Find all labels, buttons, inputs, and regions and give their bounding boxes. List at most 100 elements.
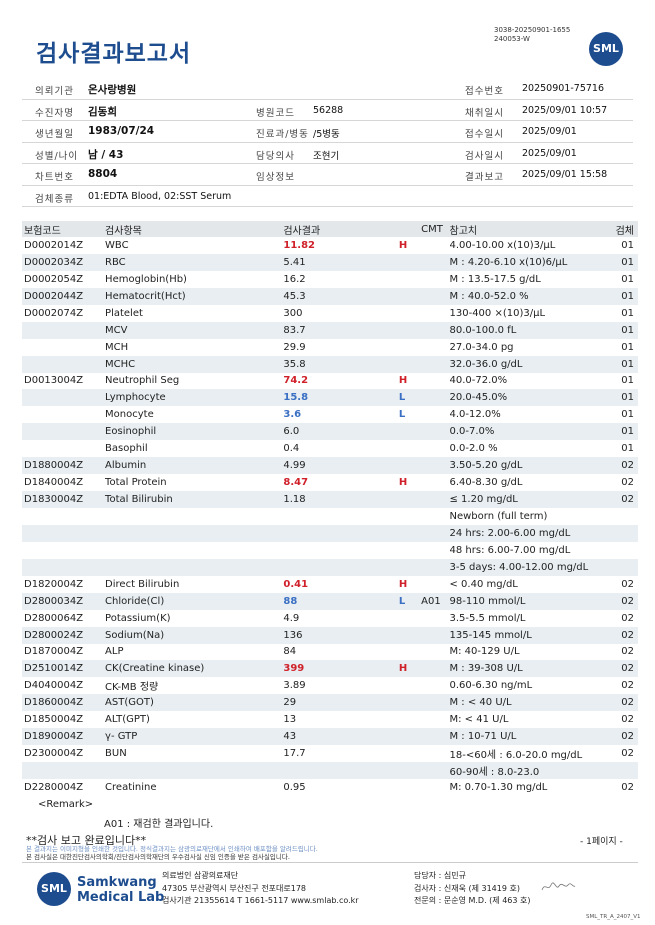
table-row: D1860004Z AST(GOT) 29 M : < 40 U/L 02 bbox=[22, 694, 638, 712]
cell-result: 0.95 bbox=[283, 781, 306, 793]
cell-code: D2800064Z bbox=[24, 612, 84, 624]
receipt-no-value: 20250901-75716 bbox=[522, 83, 605, 94]
cell-result: 84 bbox=[283, 646, 297, 658]
table-row: MCH 29.9 27.0-34.0 pg 01 bbox=[22, 339, 638, 356]
cell-cmt bbox=[419, 491, 448, 508]
cell-ref: M : 39-308 U/L bbox=[447, 660, 604, 678]
cell-cmt bbox=[419, 373, 447, 390]
cell-spec: 01 bbox=[621, 409, 634, 421]
footer-staff-manager: 담당자 : 심민규 bbox=[414, 871, 466, 880]
dept-label: 진료과/병동 bbox=[256, 129, 309, 140]
patient-value: 김동희 bbox=[88, 105, 117, 118]
cell-item bbox=[103, 508, 281, 525]
table-row: Basophil 0.4 0.0-2.0 % 01 bbox=[22, 440, 638, 457]
cell-code: D0002044Z bbox=[22, 287, 104, 305]
cell-spec bbox=[603, 762, 638, 779]
cell-result: 17.7 bbox=[283, 748, 306, 760]
document-id-line1: 3038-20250901-1655 bbox=[494, 26, 571, 34]
footer-staff-tester: 검사자 : 신재욱 (제 31419 호) bbox=[414, 883, 520, 893]
cell-item: MCV bbox=[103, 321, 282, 339]
cell-code: D1820004Z bbox=[24, 578, 84, 590]
cell-item: Direct Bilirubin bbox=[105, 578, 180, 590]
cell-item bbox=[103, 762, 282, 779]
cell-code: D1830004Z bbox=[22, 491, 104, 508]
table-row: 60-90세 : 8.0-23.0 bbox=[22, 762, 638, 779]
cell-item: ALP bbox=[105, 646, 124, 658]
cell-ref: 130-400 ×(10)3/μL bbox=[449, 307, 546, 319]
cell-spec: 02 bbox=[603, 592, 638, 610]
cell-result: 8.47 bbox=[283, 477, 309, 489]
cell-spec: 01 bbox=[603, 423, 638, 441]
remark-text: A01 : 재검한 결과입니다. bbox=[104, 819, 214, 830]
table-row: Newborn (full term) bbox=[22, 508, 638, 525]
footer-divider bbox=[22, 862, 638, 863]
cell-flag bbox=[397, 644, 419, 661]
footer-org-contact: 검사기관 21355614 T 1661-5117 www.smlab.co.k… bbox=[162, 896, 359, 905]
cell-item: AST(GOT) bbox=[103, 694, 282, 712]
receipt-date-label: 접수일시 bbox=[465, 129, 504, 140]
cell-ref: 4.00-10.00 x(10)3/μL bbox=[449, 239, 556, 251]
cell-cmt bbox=[419, 660, 448, 678]
cell-cmt bbox=[419, 237, 447, 254]
cell-code: D2280004Z bbox=[24, 781, 84, 793]
hosp-code-label: 병원코드 bbox=[256, 107, 295, 119]
cell-code: D1850004Z bbox=[24, 714, 84, 726]
cell-spec: 02 bbox=[621, 781, 634, 793]
cell-cmt: A01 bbox=[419, 592, 448, 610]
cell-spec: 01 bbox=[621, 443, 634, 455]
cell-code bbox=[22, 339, 103, 356]
cell-item bbox=[103, 542, 281, 559]
table-row: D2800024Z Sodium(Na) 136 135-145 mmol/L 02 bbox=[22, 626, 638, 644]
cell-spec: 01 bbox=[621, 375, 634, 387]
cell-flag: L bbox=[396, 389, 420, 407]
cell-code: D2510014Z bbox=[22, 660, 104, 678]
test-date-value: 2025/09/01 bbox=[522, 147, 577, 159]
cell-ref: 60-90세 : 8.0-23.0 bbox=[447, 762, 604, 779]
cell-result: 136 bbox=[281, 626, 397, 644]
table-row: D0013004Z Neutrophil Seg 74.2 H 40.0-72.0% 01 bbox=[22, 373, 638, 390]
cell-cmt bbox=[419, 694, 448, 712]
cell-cmt bbox=[419, 474, 447, 491]
hospital-label: 의뢰기관 bbox=[35, 86, 74, 97]
footer-org-address: 47305 부산광역시 부산진구 전포대로178 bbox=[162, 883, 307, 893]
signature-icon bbox=[541, 882, 576, 891]
cell-spec: 01 bbox=[603, 253, 638, 271]
specimen-value: 01:EDTA Blood, 02:SST Serum bbox=[88, 190, 232, 202]
cell-cmt bbox=[419, 524, 448, 542]
report-title: 검사결과보고서 bbox=[36, 41, 192, 67]
dob-label: 생년월일 bbox=[35, 129, 74, 140]
cell-item: Total Protein bbox=[105, 477, 167, 489]
cell-code: D0002054Z bbox=[24, 273, 84, 285]
table-row: Lymphocyte 15.8 L 20.0-45.0% 01 bbox=[22, 389, 638, 407]
hospital-value: 온사랑병원 bbox=[88, 84, 137, 96]
cell-flag: H bbox=[398, 477, 408, 489]
cell-cmt bbox=[419, 271, 447, 288]
cell-flag bbox=[397, 779, 419, 796]
collect-value: 2025/09/01 10:57 bbox=[522, 104, 608, 116]
cell-result: 3.6 bbox=[283, 409, 302, 421]
cell-flag bbox=[397, 440, 419, 457]
cell-result bbox=[281, 558, 397, 576]
cell-flag: L bbox=[398, 409, 406, 421]
cell-result: 88 bbox=[281, 592, 397, 610]
cell-item: Hemoglobin(Hb) bbox=[105, 273, 187, 285]
cell-cmt bbox=[419, 677, 447, 694]
cell-ref: 27.0-34.0 pg bbox=[449, 341, 514, 353]
sex-age-value: 남 / 43 bbox=[88, 148, 124, 161]
cell-cmt bbox=[419, 508, 447, 525]
table-row: D1890004Z γ- GTP 43 M : 10-71 U/L 02 bbox=[22, 728, 638, 746]
cell-flag bbox=[396, 491, 420, 508]
cell-ref: 48 hrs: 6.00-7.00 mg/dL bbox=[449, 544, 571, 556]
cell-result: 83.7 bbox=[281, 321, 397, 339]
cell-spec bbox=[603, 524, 638, 542]
chart-value: 8804 bbox=[88, 168, 118, 180]
cell-item: Total Bilirubin bbox=[103, 491, 282, 508]
cell-flag bbox=[396, 321, 420, 339]
cell-cmt bbox=[419, 440, 447, 457]
info-row: 성별/나이 남 / 43 담당의사 조현기 검사일시 2025/09/01 bbox=[22, 143, 633, 164]
cell-ref: 3.5-5.5 mmol/L bbox=[449, 612, 526, 624]
table-row: D0002044Z Hematocrit(Hct) 45.3 M : 40.0-52.… bbox=[22, 287, 638, 305]
cell-item: ALT(GPT) bbox=[105, 714, 150, 726]
table-row: D1830004Z Total Bilirubin 1.18 ≤ 1.20 mg/dL… bbox=[22, 491, 638, 508]
table-row: Eosinophil 6.0 0.0-7.0% 01 bbox=[22, 423, 638, 441]
